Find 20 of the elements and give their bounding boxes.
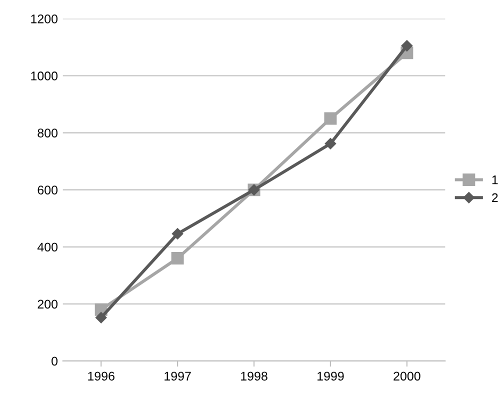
point — [324, 138, 336, 150]
y-tick-label: 1000 — [31, 72, 58, 80]
x-tick-label: 1999 — [318, 372, 344, 381]
point — [172, 228, 184, 240]
x-tick-label: 2000 — [394, 372, 420, 381]
y-tick-label: 0 — [52, 356, 58, 366]
y-tick-label: 200 — [38, 300, 58, 309]
point — [171, 252, 184, 265]
legend-label: 1 — [492, 176, 498, 184]
legend-label: 2 — [492, 193, 498, 202]
y-tick-label: 800 — [38, 128, 58, 138]
x-tick-label: 1996 — [88, 372, 114, 381]
y-tick-label: 600 — [38, 186, 58, 194]
x-tick-label: 1997 — [164, 372, 191, 381]
point — [401, 40, 413, 52]
y-tick-label: 1200 — [31, 14, 58, 24]
point — [96, 312, 107, 324]
x-tick-label: 1998 — [241, 372, 268, 381]
y-tick-label: 400 — [37, 242, 58, 252]
point — [324, 112, 337, 125]
